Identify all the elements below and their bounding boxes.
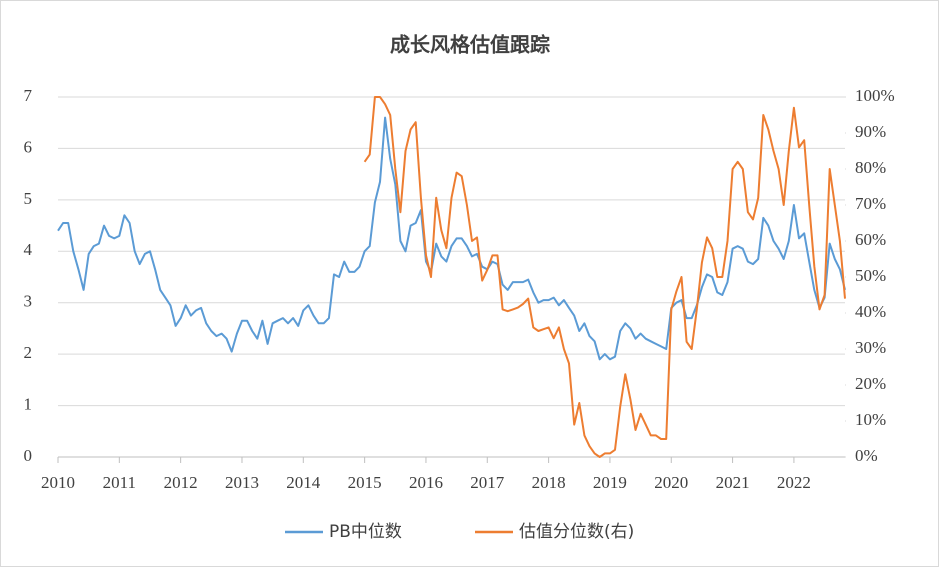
y-tick-label: 6 <box>24 137 33 156</box>
y2-tick-label: 30% <box>855 338 886 357</box>
x-tick-label: 2015 <box>348 473 382 492</box>
legend-label: 估值分位数(右) <box>519 522 634 542</box>
y2-tick-label: 90% <box>855 122 886 141</box>
x-tick-label: 2017 <box>470 473 505 492</box>
x-tick-label: 2020 <box>654 473 688 492</box>
y2-tick-label: 70% <box>855 194 886 213</box>
y-tick-label: 5 <box>24 189 33 208</box>
x-tick-label: 2021 <box>716 473 750 492</box>
y2-tick-label: 50% <box>855 266 886 285</box>
x-tick-label: 2012 <box>164 473 198 492</box>
series-line <box>57 116 846 361</box>
x-tick-label: 2022 <box>777 473 811 492</box>
y2-tick-label: 20% <box>855 374 886 393</box>
y2-tick-label: 60% <box>855 230 886 249</box>
x-tick-label: 2013 <box>225 473 259 492</box>
y-tick-label: 0 <box>24 446 33 465</box>
y-tick-label: 1 <box>24 394 33 413</box>
x-tick-label: 2010 <box>41 473 75 492</box>
x-tick-label: 2018 <box>532 473 566 492</box>
y2-tick-label: 100% <box>855 86 895 105</box>
y2-tick-label: 10% <box>855 410 886 429</box>
y2-tick-label: 80% <box>855 158 886 177</box>
legend-label: PB中位数 <box>329 522 402 542</box>
y-tick-label: 2 <box>24 343 33 362</box>
series-line <box>363 96 846 458</box>
y-tick-label: 7 <box>24 86 33 105</box>
y2-tick-label: 40% <box>855 302 886 321</box>
x-tick-label: 2019 <box>593 473 627 492</box>
y-tick-label: 3 <box>24 292 33 311</box>
y2-tick-label: 0% <box>855 446 878 465</box>
x-tick-label: 2016 <box>409 473 443 492</box>
chart-title: 成长风格估值跟踪 <box>390 33 550 57</box>
x-tick-label: 2011 <box>103 473 136 492</box>
y-tick-label: 4 <box>24 240 33 259</box>
x-tick-label: 2014 <box>286 473 321 492</box>
